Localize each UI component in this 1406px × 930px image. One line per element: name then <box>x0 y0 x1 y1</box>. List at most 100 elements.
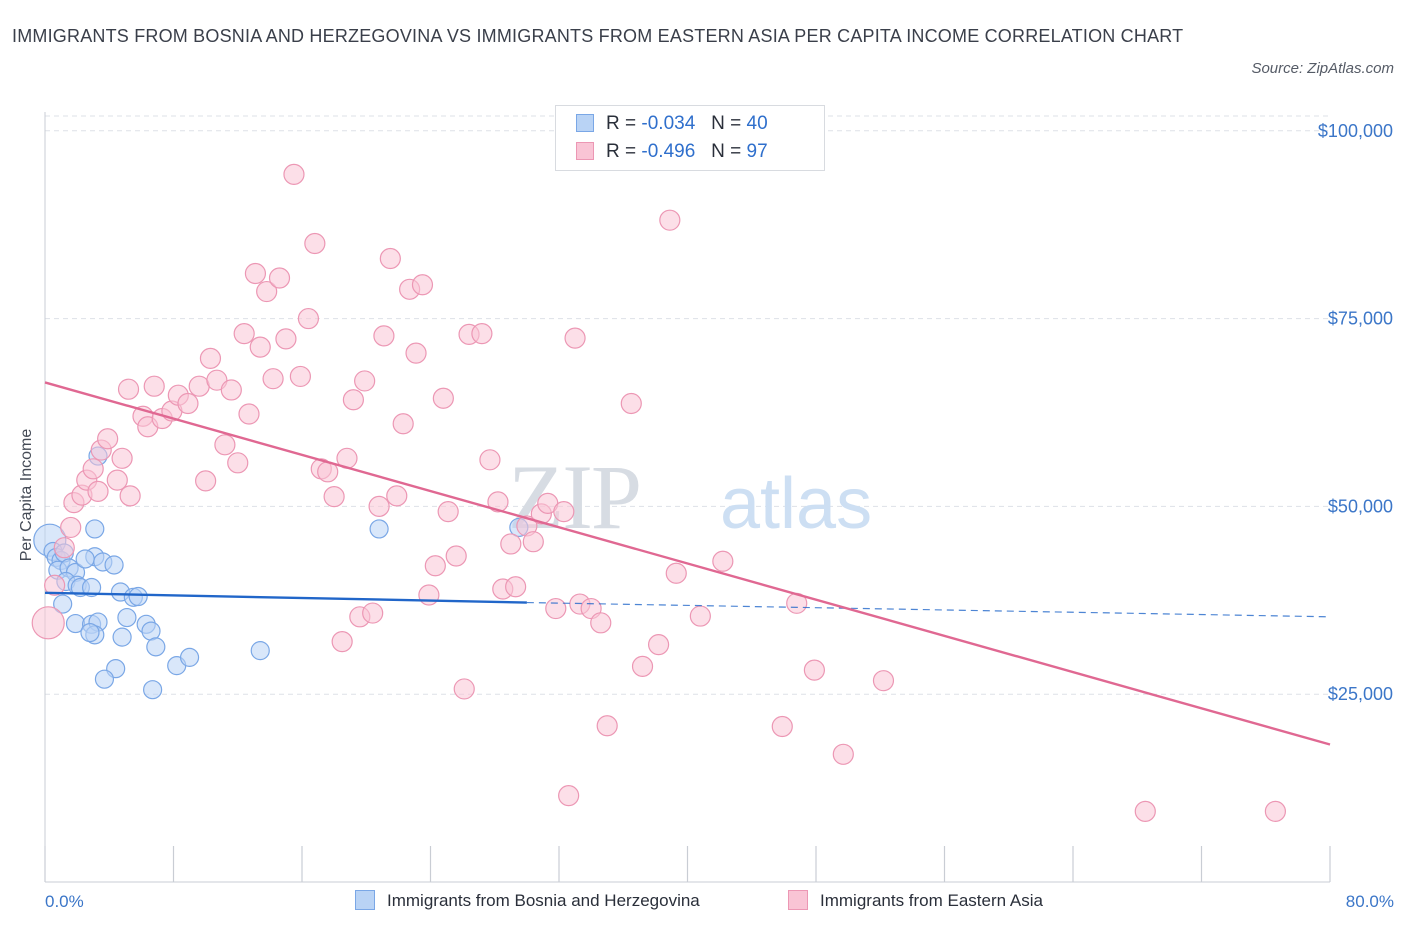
eastasia-point-54 <box>392 413 414 435</box>
eastasia-point-92 <box>803 659 825 681</box>
eastasia-point-63 <box>453 678 475 700</box>
y-tick-label-2: $75,000 <box>1328 309 1393 329</box>
bottom-legend-swatch-eastasia <box>788 890 808 910</box>
eastasia-point-24 <box>199 347 222 369</box>
bottom-legend-label-bosnia: Immigrants from Bosnia and Herzegovina <box>387 891 700 910</box>
legend-n-label-eastasia: N = <box>711 141 742 162</box>
eastasia-point-27 <box>220 379 242 401</box>
y-tick-labels: $25,000 $50,000 $75,000 $100,000 <box>1318 121 1393 704</box>
bosnia-point-39 <box>143 680 163 700</box>
eastasia-point-69 <box>500 533 522 555</box>
eastasia-point-65 <box>471 323 493 345</box>
series-eastasia-points <box>31 163 1286 822</box>
eastasia-point-7 <box>82 458 104 480</box>
eastasia-point-76 <box>553 501 575 523</box>
correlation-legend: R = -0.034 N = 40 R = -0.496 N = 97 <box>555 105 825 171</box>
eastasia-point-38 <box>289 365 311 388</box>
legend-swatch-bosnia <box>576 114 594 132</box>
eastasia-point-82 <box>596 715 618 737</box>
bosnia-point-24 <box>104 555 124 575</box>
legend-row-bosnia: R = -0.034 N = 40 <box>576 113 768 137</box>
eastasia-point-85 <box>647 634 670 656</box>
eastasia-point-52 <box>379 247 401 270</box>
bosnia-point-35 <box>369 519 389 539</box>
legend-n-label-bosnia: N = <box>711 113 742 134</box>
bosnia-trend-line <box>44 591 527 604</box>
eastasia-point-40 <box>304 232 326 255</box>
eastasia-point-10 <box>97 428 119 450</box>
legend-r-label-eastasia: R = <box>606 141 637 162</box>
bosnia-point-19 <box>80 622 100 643</box>
eastasia-point-29 <box>233 323 255 345</box>
bottom-legend-eastasia: Immigrants from Eastern Asia <box>788 890 1043 911</box>
eastasia-point-11 <box>106 469 128 491</box>
eastasia-point-67 <box>487 491 509 513</box>
series-bosnia-points <box>33 446 529 700</box>
eastasia-point-56 <box>405 342 427 364</box>
eastasia-point-87 <box>665 562 687 584</box>
bosnia-point-33 <box>179 647 200 667</box>
eastasia-point-78 <box>564 327 586 349</box>
eastasia-point-61 <box>437 501 459 523</box>
eastasia-point-28 <box>227 452 249 474</box>
legend-n-value-bosnia: 40 <box>746 113 768 134</box>
eastasia-point-21 <box>177 392 199 415</box>
bosnia-point-25 <box>117 607 137 628</box>
bosnia-point-16 <box>75 549 95 569</box>
gridlines <box>45 115 1330 695</box>
eastasia-point-32 <box>249 336 271 358</box>
eastasia-point-36 <box>275 328 297 350</box>
legend-n-value-eastasia: 97 <box>746 141 768 162</box>
bosnia-point-34 <box>250 641 270 661</box>
eastasia-point-37 <box>283 163 305 185</box>
eastasia-point-66 <box>479 449 501 471</box>
eastasia-point-2 <box>53 537 75 559</box>
eastasia-point-72 <box>522 531 544 553</box>
eastasia-point-8 <box>87 480 109 502</box>
bosnia-point-11 <box>53 594 73 614</box>
eastasia-point-22 <box>188 375 210 397</box>
eastasia-point-14 <box>117 378 140 400</box>
eastasia-point-43 <box>323 486 345 508</box>
eastasia-point-48 <box>354 370 376 392</box>
eastasia-point-90 <box>771 715 793 738</box>
eastasia-point-49 <box>362 602 384 624</box>
eastasia-point-39 <box>297 307 320 330</box>
eastasia-point-58 <box>418 584 440 606</box>
bosnia-point-12 <box>81 577 102 598</box>
x-tick-label-min: 0.0% <box>45 892 84 911</box>
eastasia-point-33 <box>256 280 278 303</box>
eastasia-point-31 <box>244 262 267 285</box>
eastasia-point-1 <box>44 574 66 596</box>
bottom-legend-bosnia: Immigrants from Bosnia and Herzegovina <box>355 890 700 911</box>
bosnia-point-38 <box>128 586 148 607</box>
eastasia-point-95 <box>1134 800 1156 822</box>
legend-r-value-bosnia: -0.034 <box>641 113 696 134</box>
eastasia-point-30 <box>238 403 260 425</box>
eastasia-point-96 <box>1264 800 1286 822</box>
eastasia-point-35 <box>268 267 291 289</box>
legend-swatch-eastasia <box>576 142 594 160</box>
eastasia-point-44 <box>331 631 353 653</box>
eastasia-point-50 <box>368 495 390 517</box>
bosnia-point-28 <box>94 669 115 689</box>
source-label: Source: ZipAtlas.com <box>1251 60 1394 77</box>
eastasia-point-13 <box>119 485 141 507</box>
watermark: ZIP atlas <box>508 446 872 548</box>
eastasia-point-17 <box>143 375 165 397</box>
eastasia-point-84 <box>631 655 654 678</box>
eastasia-point-57 <box>411 274 434 296</box>
eastasia-point-0 <box>31 606 65 640</box>
eastasia-point-77 <box>558 785 580 807</box>
y-tick-label-1: $50,000 <box>1328 496 1393 516</box>
trend-lines <box>44 381 1331 746</box>
eastasia-point-23 <box>195 470 217 492</box>
eastasia-trend-line <box>44 381 1331 746</box>
eastasia-point-86 <box>659 209 681 231</box>
eastasia-point-60 <box>432 387 454 409</box>
bosnia-trend-extension <box>526 601 1331 618</box>
eastasia-point-3 <box>60 516 82 539</box>
bottom-legend-label-eastasia: Immigrants from Eastern Asia <box>820 891 1043 910</box>
y-tick-label-0: $25,000 <box>1328 684 1393 704</box>
